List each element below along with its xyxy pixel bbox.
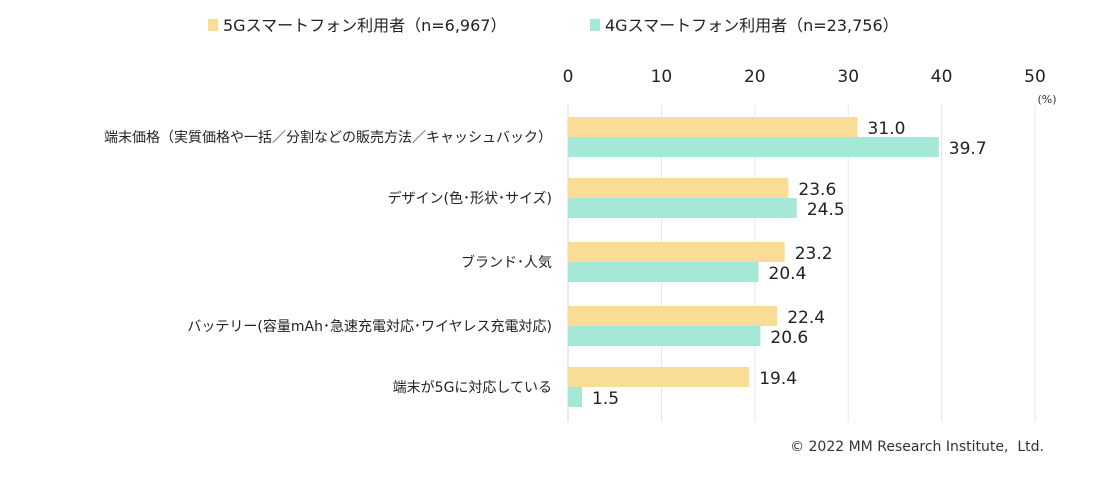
x-tick-label: 0	[563, 67, 574, 87]
category-label: 端末が5Gに対応している	[393, 380, 552, 396]
bar-4g	[568, 326, 761, 346]
bar-5g	[568, 178, 789, 198]
x-tick-label: 50	[1024, 67, 1046, 87]
category-label: 端末価格（実質価格や一括／分割などの販売方法／キャッシュバック）	[104, 129, 552, 146]
legend-label: 4Gスマートフォン利用者（n=23,756）	[605, 16, 899, 35]
legend-label: 5Gスマートフォン利用者（n=6,967）	[223, 16, 506, 35]
data-label: 1.5	[592, 389, 619, 409]
x-unit-label: (%)	[1037, 93, 1056, 106]
x-tick-label: 40	[931, 67, 953, 87]
bar-4g	[568, 262, 759, 282]
data-label: 39.7	[949, 139, 987, 159]
bar-4g	[568, 198, 797, 218]
data-label: 20.4	[769, 264, 807, 284]
bar-5g	[568, 306, 778, 326]
data-label: 19.4	[759, 369, 797, 389]
data-label: 24.5	[807, 200, 845, 220]
bar-5g	[568, 242, 785, 262]
data-label: 23.6	[798, 180, 836, 200]
x-tick-label: 20	[744, 67, 766, 87]
x-tick-label: 10	[651, 67, 673, 87]
data-label: 20.6	[770, 328, 808, 348]
bar-4g	[568, 387, 583, 407]
category-label: バッテリー(容量mAh･急速充電対応･ワイヤレス充電対応)	[187, 318, 552, 335]
bar-5g	[568, 117, 858, 137]
category-label: ブランド･人気	[461, 254, 552, 271]
legend-swatch	[590, 19, 600, 31]
bar-5g	[568, 367, 750, 387]
legend-swatch	[208, 19, 218, 31]
bar-4g	[568, 137, 939, 157]
data-label: 23.2	[795, 244, 833, 264]
copyright: © 2022 MM Research Institute, Ltd.	[790, 439, 1044, 455]
x-tick-label: 30	[837, 67, 859, 87]
data-label: 22.4	[787, 308, 825, 328]
data-label: 31.0	[868, 119, 906, 139]
category-label: デザイン(色･形状･サイズ)	[387, 190, 552, 207]
